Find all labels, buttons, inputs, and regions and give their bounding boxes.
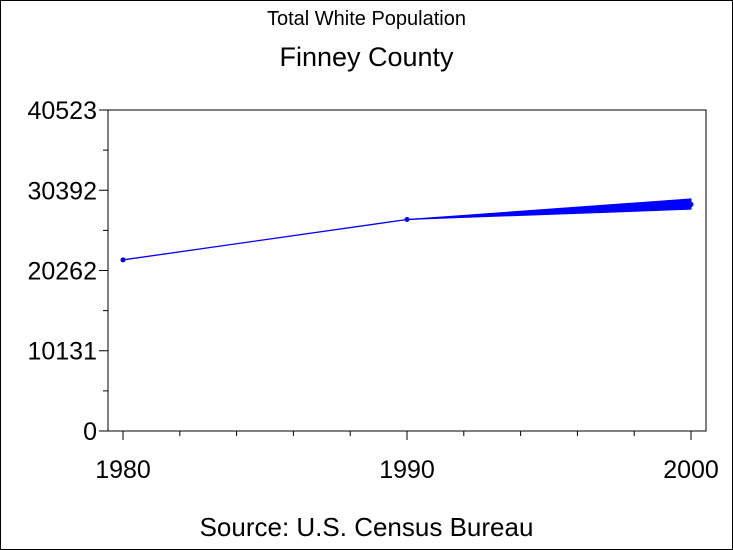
chart-subtitle: Finney County — [279, 42, 454, 72]
data-point — [120, 257, 126, 263]
y-tick-label: 0 — [83, 418, 97, 446]
y-tick-label: 20262 — [27, 257, 97, 285]
x-tick-label: 1980 — [95, 456, 151, 484]
y-tick-label: 30392 — [27, 177, 97, 205]
plot-area — [107, 109, 707, 432]
x-tick-label: 2000 — [663, 456, 719, 484]
data-point — [688, 201, 694, 207]
y-tick-label: 40523 — [27, 97, 97, 125]
data-point — [404, 216, 410, 222]
x-axis: 1980 1990 2000 — [95, 431, 719, 484]
x-tick-label: 1990 — [379, 456, 435, 484]
series-layer — [120, 198, 694, 263]
chart-title: Total White Population — [266, 8, 466, 30]
y-axis: 0 10131 20262 30392 40523 — [27, 97, 108, 446]
y-tick-label: 10131 — [27, 338, 97, 366]
series-band — [406, 198, 692, 220]
source-note: Source: U.S. Census Bureau — [199, 512, 534, 542]
